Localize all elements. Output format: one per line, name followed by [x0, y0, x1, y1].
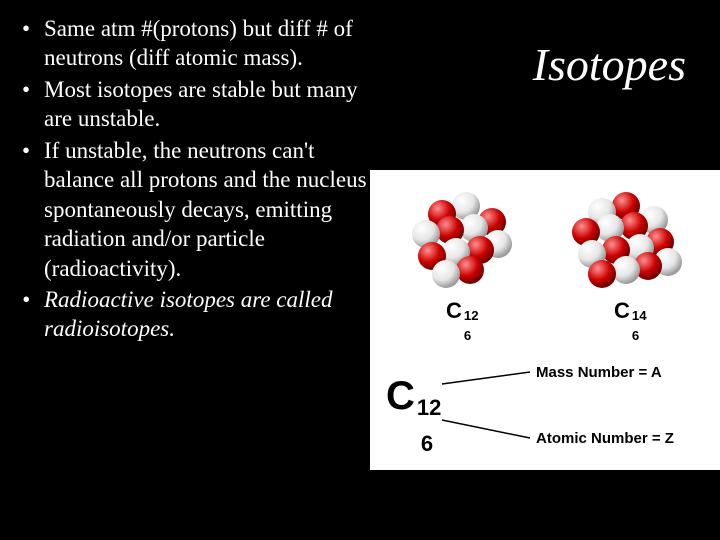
- c14-small-label: C146: [614, 298, 648, 324]
- bullet-3: If unstable, the neutrons can't balance …: [22, 136, 382, 283]
- c12-small-label: C126: [446, 298, 480, 324]
- slide-title: Isotopes: [533, 38, 686, 91]
- big-c12-symbol: C126: [386, 374, 445, 419]
- c14-element: C: [614, 298, 630, 323]
- mass-number-label: Mass Number = A: [536, 364, 662, 381]
- isotope-figure: C126 C146 C126 Mass Number = A Atomic Nu…: [370, 170, 720, 470]
- atomic-number-label: Atomic Number = Z: [536, 430, 674, 447]
- bullet-1-text: Same atm #(protons) but diff # of neutro…: [44, 16, 353, 70]
- nuclei-diagram: [370, 170, 720, 340]
- c12-atomic: 6: [464, 328, 471, 343]
- c14-mass: 14: [632, 308, 647, 323]
- bullet-4: Radioactive isotopes are called radioiso…: [22, 285, 382, 344]
- big-atomic: 6: [421, 431, 433, 457]
- bullet-list: Same atm #(protons) but diff # of neutro…: [22, 14, 382, 346]
- bullet-2-text: Most isotopes are stable but many are un…: [44, 77, 358, 131]
- big-element: C: [386, 374, 415, 418]
- bullet-3-text: If unstable, the neutrons can't balance …: [44, 138, 367, 281]
- c12-mass: 12: [464, 308, 479, 323]
- bullet-1: Same atm #(protons) but diff # of neutro…: [22, 14, 382, 73]
- c14-atomic: 6: [632, 328, 639, 343]
- big-mass: 12: [417, 395, 441, 421]
- c12-element: C: [446, 298, 462, 323]
- bullet-4-text: Radioactive isotopes are called radioiso…: [44, 287, 333, 341]
- bullet-2: Most isotopes are stable but many are un…: [22, 75, 382, 134]
